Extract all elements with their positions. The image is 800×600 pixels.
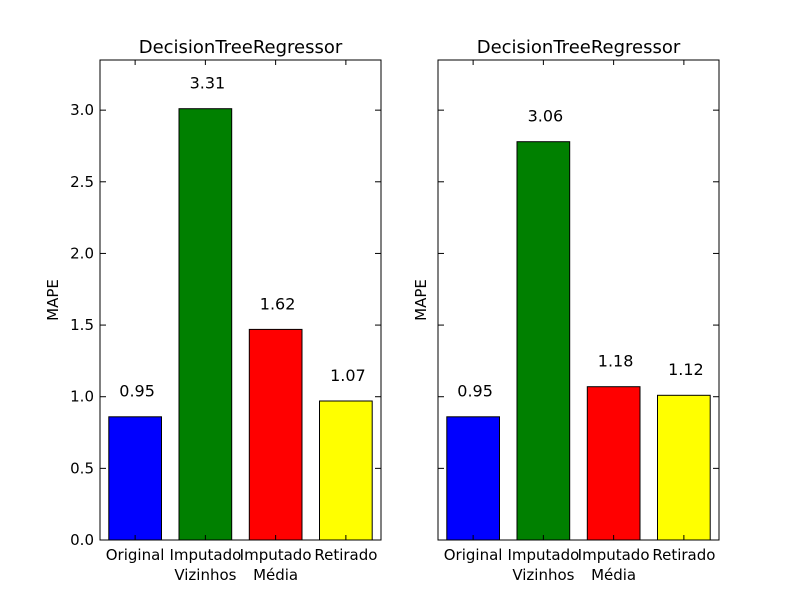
- bar: [319, 400, 373, 541]
- y-tick-label: 1.5: [70, 316, 94, 334]
- data-label: 1.62: [260, 294, 296, 313]
- chart-title: DecisionTreeRegressor: [477, 37, 681, 58]
- bar: [446, 416, 500, 541]
- subplot-right: DecisionTreeRegressor 0.95 Original 3.06 Imp…: [412, 37, 720, 584]
- y-tick-label: 2.5: [70, 173, 94, 191]
- x-tick-label: Original: [444, 546, 503, 564]
- y-tick-label: 0.0: [70, 531, 94, 549]
- x-tick-label: Imputado: [169, 546, 241, 564]
- axes-frame: [99, 59, 382, 541]
- data-label: 1.12: [668, 360, 704, 379]
- bar: [178, 108, 233, 541]
- bar: [657, 394, 711, 541]
- y-axis-label: MAPE: [412, 279, 430, 321]
- bar: [586, 386, 641, 541]
- y-tick-label: 2.0: [70, 244, 94, 262]
- bar: [516, 141, 571, 541]
- axes-frame: [437, 59, 720, 541]
- x-tick-label: Imputado: [578, 546, 650, 564]
- subplot-left: DecisionTreeRegressor 0.95 Original 3.31 Imp…: [44, 37, 382, 584]
- data-label: 3.31: [190, 74, 226, 93]
- x-tick-label: Imputado: [507, 546, 579, 564]
- y-tick-label: 1.0: [70, 388, 94, 406]
- chart-title: DecisionTreeRegressor: [139, 37, 343, 58]
- data-label: 0.95: [119, 382, 155, 401]
- x-tick-label: Média: [591, 566, 636, 584]
- bar: [248, 328, 303, 541]
- x-tick-label: Original: [106, 546, 165, 564]
- y-axis-label: MAPE: [44, 279, 62, 321]
- x-tick-label: Vizinhos: [174, 566, 236, 584]
- data-label: 0.95: [457, 382, 493, 401]
- bar: [108, 416, 163, 541]
- x-tick-label: Retirado: [652, 546, 715, 564]
- x-tick-label: Imputado: [240, 546, 312, 564]
- y-tick-label: 3.0: [70, 101, 94, 119]
- data-label: 3.06: [528, 107, 564, 126]
- data-label: 1.18: [598, 352, 634, 371]
- x-tick-label: Média: [253, 566, 298, 584]
- y-tick-label: 0.5: [70, 459, 94, 477]
- x-tick-label: Retirado: [314, 546, 377, 564]
- x-tick-label: Vizinhos: [512, 566, 574, 584]
- data-label: 1.07: [330, 366, 366, 385]
